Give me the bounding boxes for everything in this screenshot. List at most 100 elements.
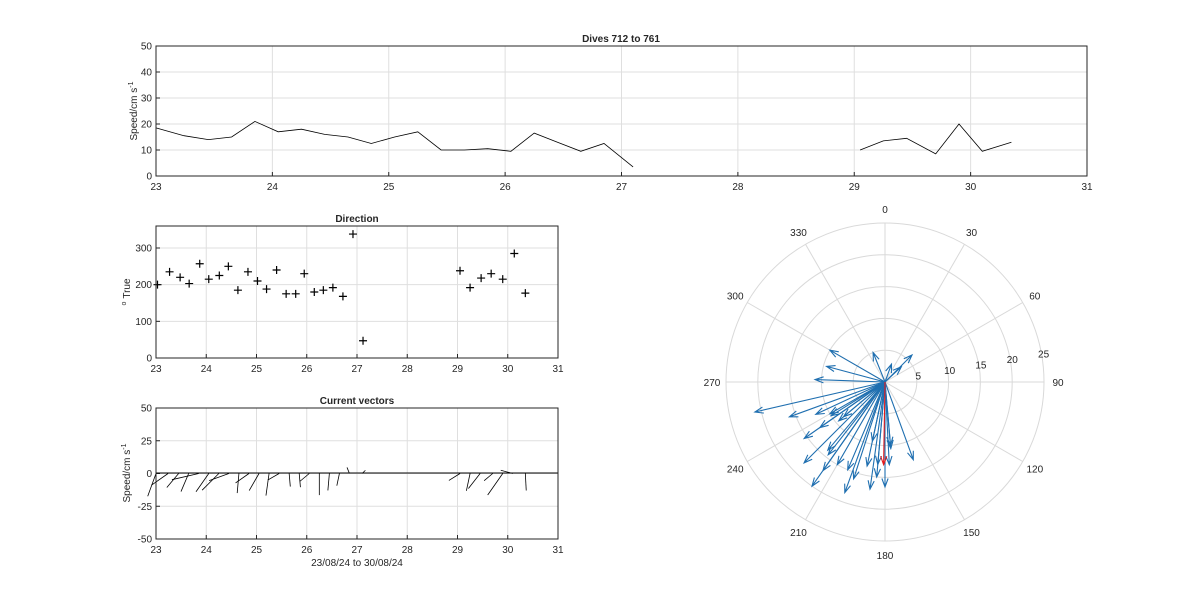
polar-arrow-28 <box>813 376 886 384</box>
vectors-ytick-label-1: -25 <box>138 502 153 513</box>
polar-arrow-24 <box>842 381 886 418</box>
speed-ytick-label-1: 10 <box>141 146 153 157</box>
speed-xtick-label-5: 28 <box>732 182 744 193</box>
speed-xtick-label-2: 25 <box>383 182 395 193</box>
direction-point-15 <box>300 269 309 278</box>
vector-stick-13 <box>288 473 291 487</box>
polar-arrow-27 <box>884 381 893 467</box>
direction-xtick-label-6: 29 <box>452 364 464 375</box>
direction-point-2 <box>176 273 185 282</box>
polar-spoke-11 <box>805 244 886 383</box>
direction-points <box>153 230 530 345</box>
polar-theta-label-3: 90 <box>1052 378 1064 389</box>
polar-theta-label-4: 120 <box>1026 465 1043 476</box>
polar-spoke-4 <box>884 381 1023 462</box>
direction-point-4 <box>195 259 204 268</box>
vector-stick-11 <box>265 473 270 496</box>
vector-stick-24 <box>483 473 493 481</box>
vector-stick-6 <box>201 473 220 491</box>
direction-axes-frame <box>155 225 559 359</box>
vectors-xtick-label-8: 31 <box>552 545 564 556</box>
vector-stick-26 <box>500 469 513 474</box>
direction-ytick-label-1: 100 <box>135 317 152 328</box>
polar-arrow-6 <box>802 381 886 465</box>
vectors-xtick-label-3: 26 <box>301 545 313 556</box>
direction-point-12 <box>272 266 281 274</box>
direction-ytick-label-0: 0 <box>146 354 152 365</box>
polar-theta-label-11: 330 <box>790 228 807 239</box>
vector-stick-2 <box>166 473 179 488</box>
direction-point-10 <box>253 277 262 285</box>
polar-arrow-4 <box>753 381 886 414</box>
speed-ylabel-text: Speed/cm s <box>129 88 140 141</box>
direction-point-3 <box>185 279 194 288</box>
speed-xtick-label-8: 31 <box>1081 182 1093 193</box>
polar-theta-label-6: 180 <box>877 551 894 562</box>
polar-arrow-9 <box>818 381 886 429</box>
direction-ylabel-text: True <box>122 278 133 299</box>
vectors-ytick-label-4: 50 <box>141 404 153 415</box>
polar-arrow-0 <box>844 381 886 495</box>
vector-stick-19 <box>346 467 350 474</box>
vectors-xtick-label-7: 30 <box>502 545 514 556</box>
direction-point-16 <box>310 288 319 296</box>
direction-panel: 23 24 25 26 27 28 29 30 31 0 100 200 300 Direction o… <box>121 214 564 375</box>
vectors-panel: 23 24 25 26 27 28 29 30 31 -50 -25 0 25 50 Current ve… <box>121 396 564 569</box>
polar-arrow-25 <box>811 381 886 488</box>
polar-theta-label-8: 240 <box>727 465 744 476</box>
direction-ylabel: o True <box>121 278 133 306</box>
speed-ytick-label-0: 0 <box>146 172 152 183</box>
direction-point-17 <box>319 286 328 295</box>
vector-stick-10 <box>248 473 260 491</box>
polar-arrow-33 <box>852 381 886 481</box>
direction-xtick-label-0: 23 <box>150 364 162 375</box>
direction-point-1 <box>165 267 174 276</box>
direction-point-28 <box>521 289 530 298</box>
speed-xtick-label-3: 26 <box>500 182 512 193</box>
vector-stick-15 <box>299 473 310 482</box>
polar-arrow-17 <box>874 381 886 467</box>
direction-point-27 <box>510 249 519 258</box>
vector-stick-17 <box>327 473 330 491</box>
vector-stick-4 <box>171 473 199 481</box>
vector-stick-12 <box>267 473 280 481</box>
vectors-ylabel-sup: -1 <box>121 443 128 449</box>
direction-point-25 <box>487 269 496 278</box>
vector-stick-22 <box>465 473 471 491</box>
direction-title: Direction <box>335 214 378 225</box>
vectors-ytick-label-3: 25 <box>141 436 153 447</box>
polar-arrow-26 <box>825 365 886 383</box>
vectors-ylabel: Speed/cm s-1 <box>121 443 133 502</box>
polar-theta-label-2: 60 <box>1029 292 1041 303</box>
speed-ytick-label-4: 40 <box>141 68 153 79</box>
speed-ylabel: Speed/cm s-1 <box>128 81 140 140</box>
direction-point-6 <box>215 271 224 280</box>
polar-arrow-19 <box>872 351 886 383</box>
vector-stick-9 <box>235 473 250 484</box>
polar-arrow-3 <box>847 381 886 472</box>
speed-series <box>155 120 1012 168</box>
vector-stick-20 <box>361 470 366 474</box>
vector-stick-1 <box>151 473 169 486</box>
vectors-title: Current vectors <box>320 396 395 407</box>
polar-rtick-label-3: 20 <box>1007 355 1019 366</box>
direction-point-8 <box>233 286 242 295</box>
direction-point-7 <box>224 262 233 271</box>
polar-rtick-label-0: 5 <box>916 371 922 382</box>
vectors-axes-frame <box>155 407 559 540</box>
speed-grid <box>155 45 1088 177</box>
direction-grid <box>155 226 559 359</box>
polar-theta-label-0: 0 <box>882 205 888 216</box>
speed-xtick-label-1: 24 <box>267 182 279 193</box>
polar-arrow-29 <box>828 349 886 383</box>
direction-point-5 <box>204 275 213 284</box>
direction-point-13 <box>282 289 291 298</box>
polar-rtick-label-2: 15 <box>975 360 987 371</box>
direction-point-24 <box>477 274 486 283</box>
vector-stick-21 <box>448 473 461 481</box>
vector-stick-18 <box>336 473 340 486</box>
polar-tick-labels: 5 10 15 20 25 0 30 60 90 120 150 180 210 240 270 300 330 <box>704 205 1064 562</box>
vectors-xtick-label-1: 24 <box>201 545 213 556</box>
vector-stick-7 <box>209 473 229 482</box>
vector-stick-25 <box>487 473 504 496</box>
